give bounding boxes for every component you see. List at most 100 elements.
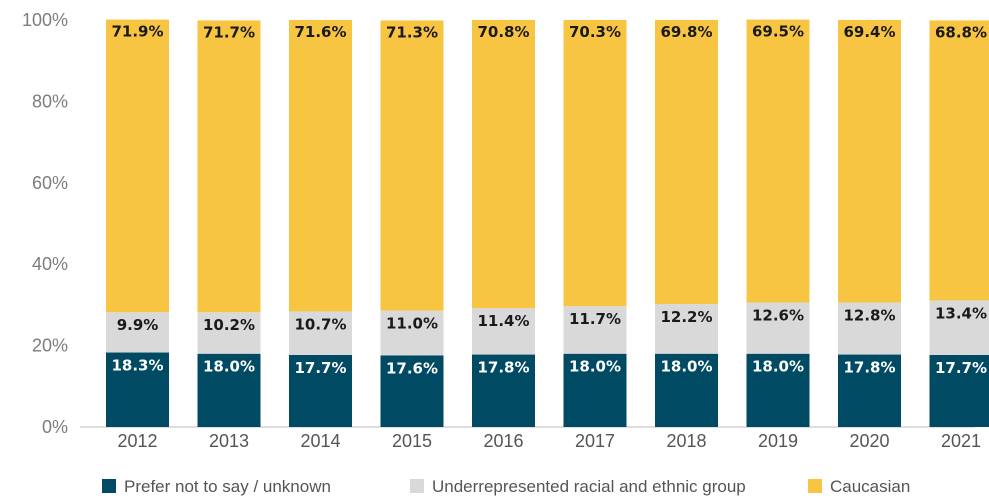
bar-2019: 18.0% 12.6% 69.5% — [746, 19, 810, 427]
data-label: 69.5% — [752, 23, 804, 41]
y-tick-label: 40% — [32, 254, 68, 274]
legend-label: Prefer not to say / unknown — [124, 477, 331, 496]
x-tick-label: 2017 — [575, 431, 615, 451]
x-tick-label: 2014 — [300, 431, 340, 451]
data-label: 71.9% — [111, 23, 163, 41]
bar-segment — [929, 20, 989, 301]
bar-segment — [289, 20, 352, 312]
data-label: 10.7% — [294, 315, 346, 333]
data-label: 17.8% — [477, 359, 529, 377]
data-label: 13.4% — [935, 304, 987, 322]
bar-2013: 18.0% 10.2% 71.7% — [197, 20, 261, 427]
bar-segment — [929, 300, 989, 355]
bar-segment — [746, 19, 810, 303]
bar-segment — [289, 311, 352, 355]
x-tick-label: 2021 — [941, 431, 981, 451]
bar-2015: 17.6% 11.0% 71.3% — [380, 20, 444, 427]
x-tick-label: 2015 — [392, 431, 432, 451]
bar-segment — [472, 20, 535, 309]
data-label: 17.7% — [935, 359, 987, 377]
x-tick-label: 2012 — [117, 431, 157, 451]
x-tick-label: 2013 — [209, 431, 249, 451]
y-tick-label: 100% — [22, 10, 68, 30]
bar-segment — [197, 20, 261, 313]
data-label: 18.0% — [752, 358, 804, 376]
legend: Prefer not to say / unknown Underrepresen… — [102, 477, 910, 496]
x-tick-label: 2016 — [483, 431, 523, 451]
data-label: 11.7% — [569, 310, 621, 328]
data-label: 71.3% — [386, 23, 438, 41]
data-label: 69.4% — [843, 23, 895, 41]
data-label: 17.7% — [294, 359, 346, 377]
x-tick-label: 2020 — [849, 431, 889, 451]
data-label: 12.6% — [752, 306, 804, 324]
bar-segment — [106, 352, 169, 427]
bar-segment — [380, 20, 444, 311]
bar-segment — [929, 354, 989, 427]
bar-segment — [563, 20, 627, 307]
legend-swatch — [102, 479, 116, 493]
data-label: 17.6% — [386, 359, 438, 377]
bars: 18.3% 9.9% 71.9% 18.0% 10.2% 71.7% 17.7% 10.7% 7… — [106, 19, 989, 427]
bar-segment — [746, 302, 810, 354]
data-label: 12.2% — [660, 308, 712, 326]
bar-segment — [563, 353, 627, 427]
legend-swatch — [808, 479, 822, 493]
data-label: 70.3% — [569, 23, 621, 41]
bar-segment — [380, 355, 444, 427]
bar-2014: 17.7% 10.7% 71.6% — [289, 20, 352, 427]
data-label: 71.6% — [294, 23, 346, 41]
bar-segment — [472, 354, 535, 427]
bar-2021: 17.7% 13.4% 68.8% — [929, 20, 989, 427]
legend-item: Underrepresented racial and ethnic group — [410, 477, 746, 496]
data-label: 68.8% — [935, 23, 987, 41]
bar-segment — [838, 302, 901, 355]
x-tick-label: 2018 — [666, 431, 706, 451]
data-label: 18.0% — [203, 358, 255, 376]
x-tick-label: 2019 — [758, 431, 798, 451]
y-tick-label: 60% — [32, 173, 68, 193]
bar-2017: 18.0% 11.7% 70.3% — [563, 20, 627, 427]
data-label: 69.8% — [660, 23, 712, 41]
data-label: 11.0% — [386, 315, 438, 333]
bar-2012: 18.3% 9.9% 71.9% — [106, 19, 169, 427]
data-label: 71.7% — [203, 23, 255, 41]
y-tick-label: 80% — [32, 91, 68, 111]
bar-segment — [838, 354, 901, 427]
bar-segment — [197, 353, 261, 427]
data-label: 18.0% — [569, 358, 621, 376]
bar-segment — [838, 20, 901, 303]
data-label: 17.8% — [843, 359, 895, 377]
y-tick-label: 0% — [42, 417, 68, 437]
bar-segment — [197, 312, 261, 354]
legend-label: Underrepresented racial and ethnic group — [432, 477, 746, 496]
data-label: 11.4% — [477, 312, 529, 330]
x-axis-labels: 2012 2013 2014 2015 2016 2017 2018 2019 2020 2021 — [117, 431, 981, 451]
data-label: 10.2% — [203, 316, 255, 334]
bar-segment — [289, 354, 352, 427]
data-label: 70.8% — [477, 23, 529, 41]
bar-segment — [746, 353, 810, 427]
bar-segment — [380, 310, 444, 356]
bar-segment — [106, 312, 169, 353]
legend-swatch — [410, 479, 424, 493]
legend-item: Prefer not to say / unknown — [102, 477, 331, 496]
bar-segment — [655, 353, 718, 427]
bar-segment — [563, 306, 627, 354]
bar-segment — [472, 308, 535, 355]
data-label: 18.0% — [660, 358, 712, 376]
bar-2016: 17.8% 11.4% 70.8% — [472, 20, 535, 427]
data-label: 9.9% — [117, 316, 159, 334]
legend-label: Caucasian — [830, 477, 910, 496]
y-axis: 0% 20% 40% 60% 80% 100% — [22, 10, 68, 437]
data-label: 18.3% — [111, 357, 163, 375]
bar-segment — [655, 20, 718, 305]
data-label: 12.8% — [843, 306, 895, 324]
bar-2018: 18.0% 12.2% 69.8% — [655, 20, 718, 427]
bar-segment — [106, 19, 169, 313]
y-tick-label: 20% — [32, 336, 68, 356]
bar-2020: 17.8% 12.8% 69.4% — [838, 20, 901, 427]
bar-segment — [655, 304, 718, 354]
legend-item: Caucasian — [808, 477, 910, 496]
